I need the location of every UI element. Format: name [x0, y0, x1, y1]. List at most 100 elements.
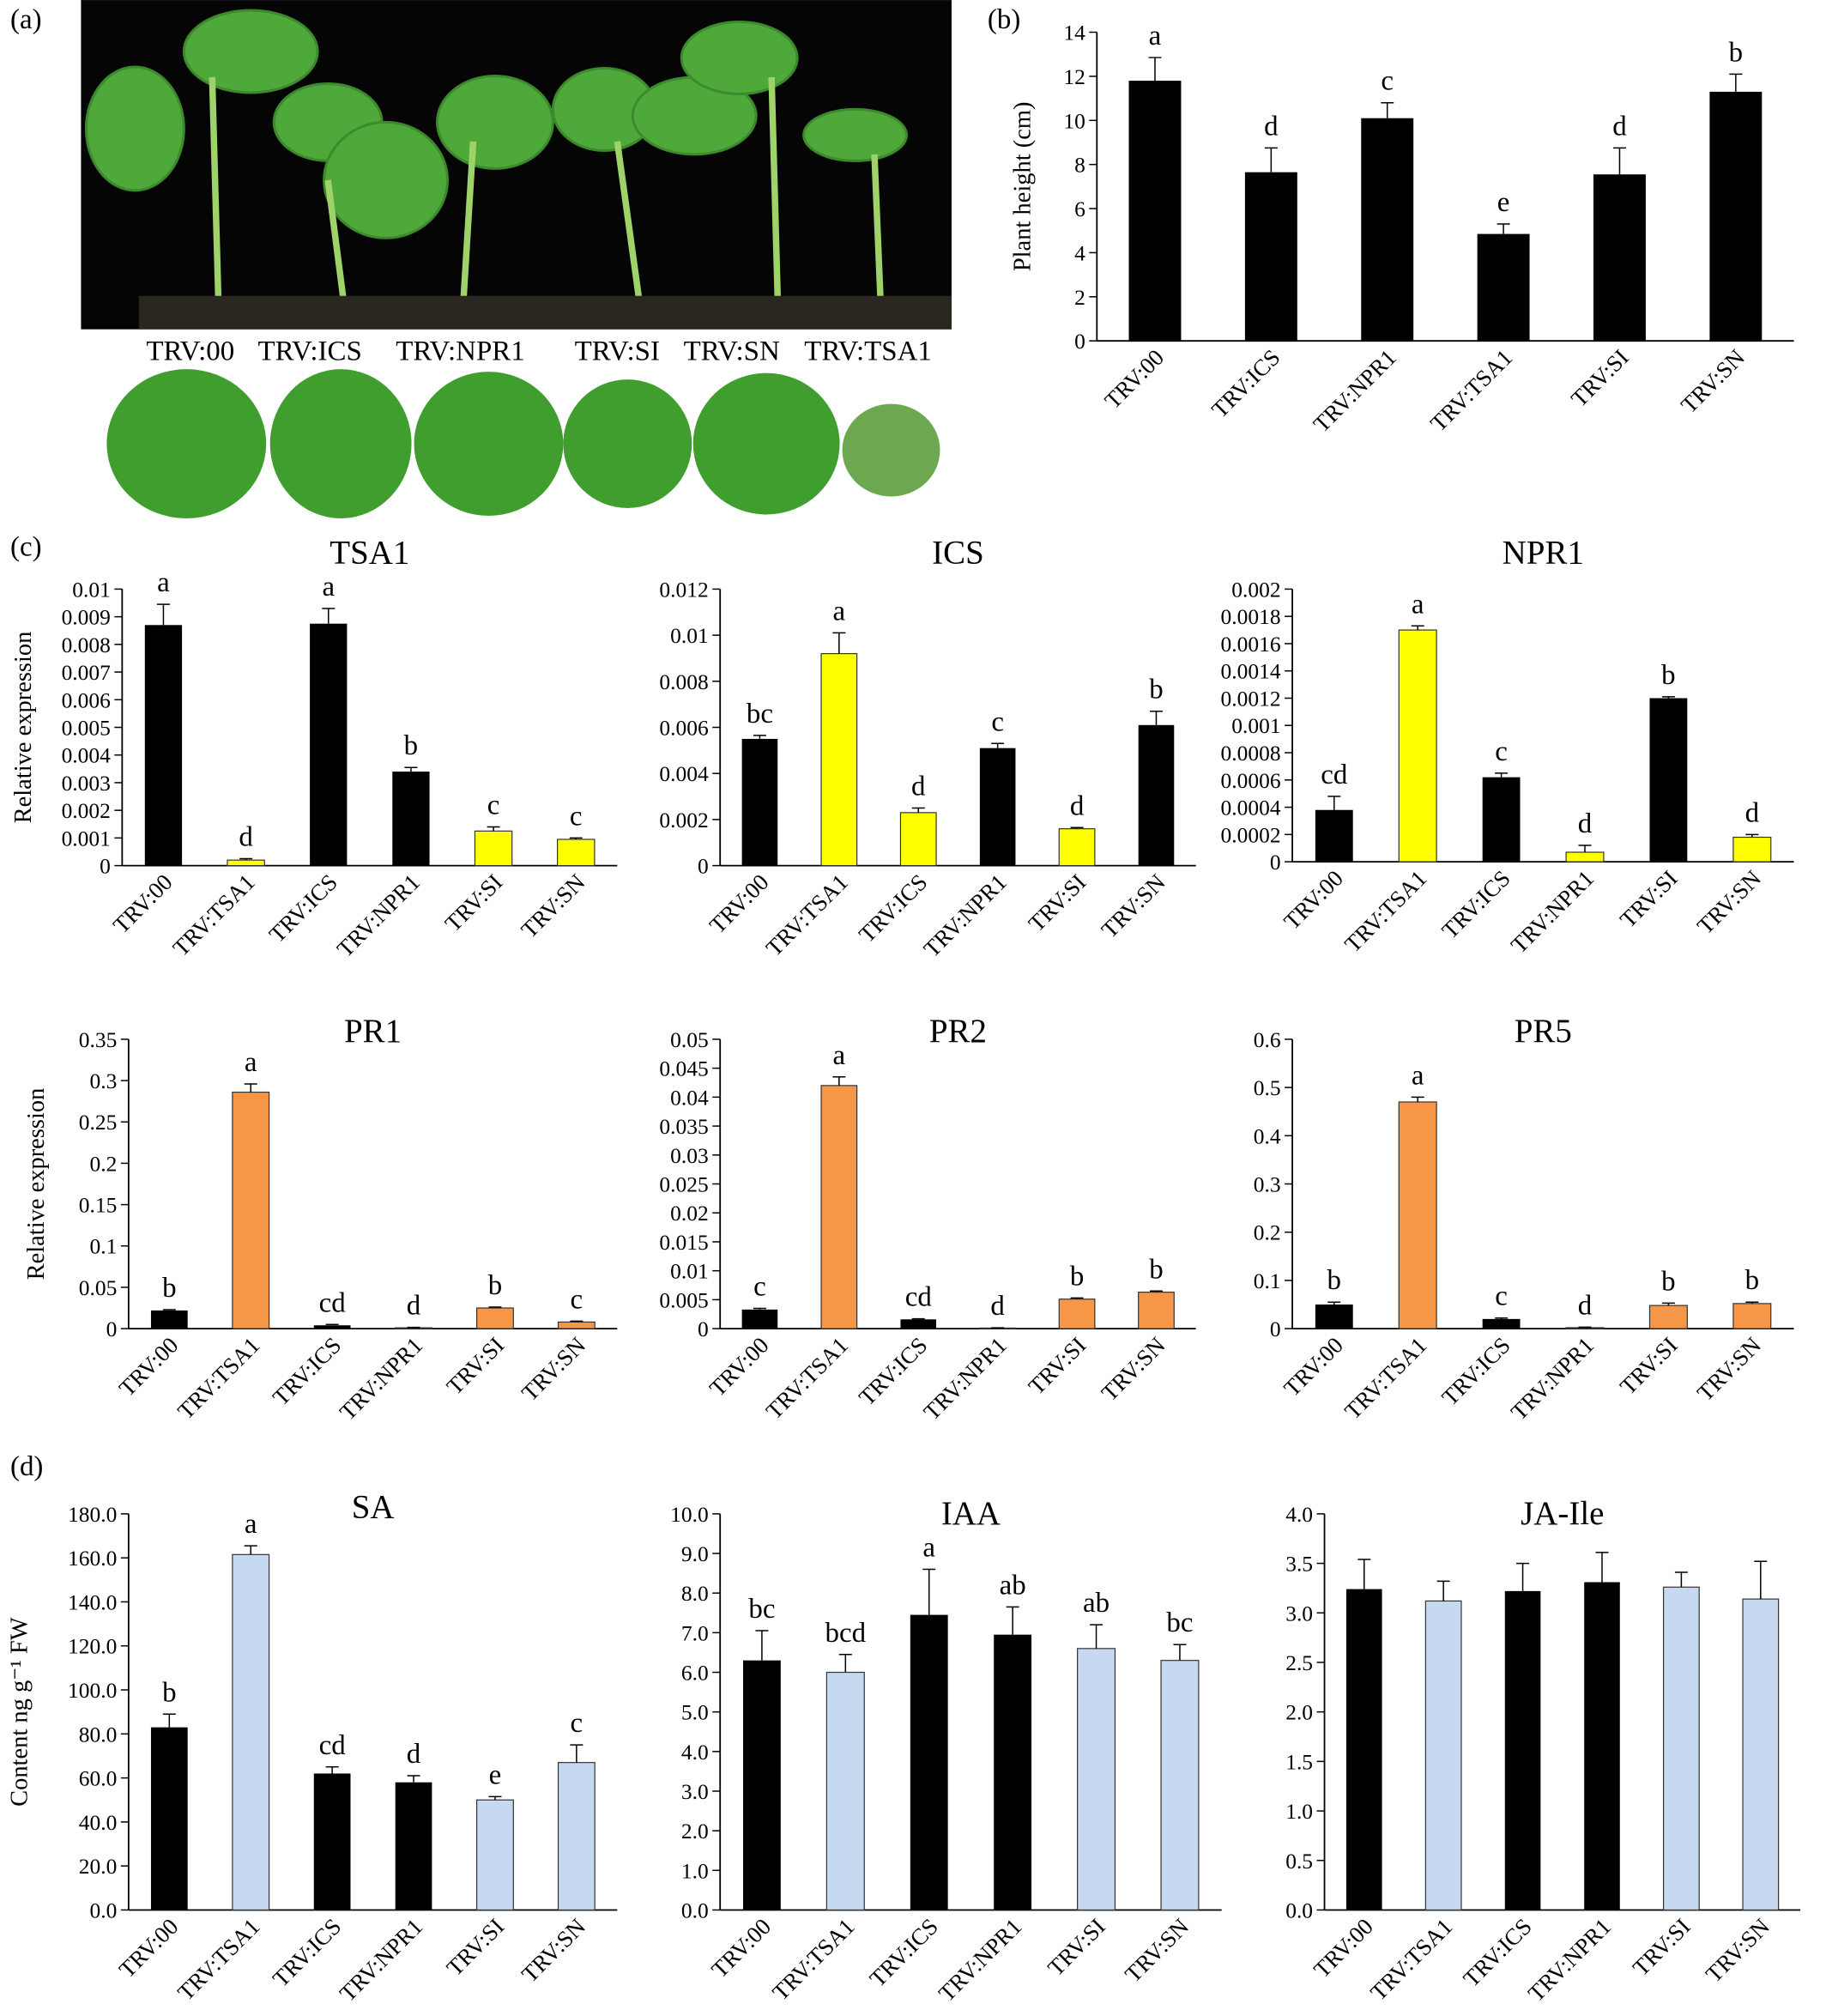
error-bar [162, 1713, 176, 1728]
significance-letter: cd [905, 1282, 933, 1313]
chart-title: NPR1 [1503, 534, 1584, 571]
y-tick-label: 2.5 [1285, 1650, 1313, 1675]
significance-letter: c [991, 706, 1004, 737]
significance-letter: d [990, 1291, 1005, 1322]
y-tick-label: 0 [106, 1317, 118, 1341]
significance-letter: c [571, 1708, 583, 1739]
y-tick-label: 4.0 [681, 1740, 709, 1765]
y-axis-label: Plant height (cm) [1009, 102, 1036, 272]
y-tick-label: 0.002 [659, 808, 708, 832]
bar [1732, 1303, 1772, 1329]
bar [1244, 172, 1297, 342]
significance-letter: d [407, 1739, 421, 1770]
y-tick-label: 0.012 [659, 577, 708, 602]
error-bar [162, 1309, 176, 1311]
bar [1482, 777, 1521, 863]
y-tick-label: 40.0 [79, 1810, 118, 1835]
bar [1732, 836, 1772, 863]
bar [1648, 1305, 1688, 1329]
y-tick-label: 0.005 [62, 715, 111, 740]
x-tick-label: TRV:NPR1 [1309, 344, 1401, 437]
error-bar [1495, 1317, 1509, 1319]
bar [1477, 233, 1530, 342]
y-tick-label: 4 [1074, 240, 1085, 265]
error-bar [753, 735, 766, 739]
y-tick-label: 0.05 [79, 1275, 118, 1300]
bar [1584, 1582, 1620, 1910]
x-tick-label: TRV:TSA1 [761, 869, 853, 961]
significance-letter: b [488, 1270, 502, 1301]
error-bar [1578, 1326, 1592, 1329]
x-tick-label: TRV:SN [1701, 1913, 1775, 1987]
bar [476, 1307, 514, 1329]
x-tick-label: TRV:TSA1 [1339, 865, 1431, 957]
significance-letter: cd [319, 1287, 347, 1318]
bar [1361, 118, 1414, 342]
chart: 0 0.005 0.01 0.015 0.02 0.025 0.03 0.035 0.04 0.0… [659, 1013, 1196, 1425]
bar [1315, 1305, 1353, 1329]
error-bar [1006, 1606, 1019, 1635]
x-tick-label: TRV:SN [1097, 1332, 1170, 1406]
significance-letter: b [1729, 37, 1743, 68]
chart: 00.0020.0040.0060.0080.010.012TRV:00TRV:… [659, 534, 1196, 962]
y-tick-label: 0.35 [79, 1027, 118, 1052]
error-bar [569, 837, 583, 839]
error-bar [1674, 1571, 1688, 1588]
x-tick-label: TRV:TSA1 [172, 1913, 264, 2005]
error-bar [570, 1320, 583, 1323]
photo-label: TRV:TSA1 [804, 336, 932, 367]
y-tick-label: 2 [1074, 285, 1085, 310]
photo-label: TRV:SI [575, 336, 660, 367]
x-tick-label: TRV:SN [1692, 865, 1766, 939]
error-bar [832, 632, 846, 654]
bar [1649, 698, 1688, 863]
bar [1138, 1292, 1175, 1329]
chart: 0.0 0.5 1.0 1.5 2.0 2.5 3.0 3.5 4.0 TRV:00TRV:TSA… [1285, 1495, 1801, 2007]
bar [1398, 629, 1437, 863]
error-bar [570, 1744, 583, 1763]
bar [910, 1614, 948, 1910]
error-bar [1595, 1552, 1609, 1583]
x-tick-label: TRV:TSA1 [168, 869, 260, 961]
y-tick-label: 0 [1270, 1317, 1281, 1341]
error-bar [488, 1795, 502, 1801]
x-tick-label: TRV:NPR1 [332, 869, 425, 962]
x-tick-label: TRV:SN [1120, 1913, 1194, 1987]
x-tick-label: TRV:00 [704, 1332, 774, 1402]
x-tick-label: TRV:SI [1615, 865, 1683, 933]
chart-title: PR2 [929, 1013, 987, 1050]
bar [557, 1321, 596, 1329]
bar [1058, 828, 1096, 867]
significance-letter: c [1381, 66, 1394, 97]
x-tick-label: TRV:ICS [1206, 344, 1285, 422]
significance-letter: c [1495, 1281, 1508, 1312]
x-tick-label: TRV:ICS [1458, 1913, 1536, 1991]
error-bar [1070, 1297, 1084, 1299]
y-tick-label: 0.0 [681, 1898, 709, 1922]
x-tick-label: TRV:TSA1 [1365, 1913, 1457, 2005]
y-tick-label: 0.003 [62, 771, 111, 796]
x-tick-label: TRV:NPR1 [1523, 1913, 1616, 2006]
chart: 00.00020.00040.00060.00080.0010.00120.00… [1221, 534, 1794, 958]
y-tick-label: 1.0 [1285, 1799, 1313, 1824]
y-tick-label: 3.0 [681, 1779, 709, 1804]
y-tick-label: 0.045 [659, 1056, 708, 1081]
y-tick-label: 0.2 [1254, 1220, 1281, 1245]
x-tick-label: TRV:NPR1 [335, 1913, 427, 2006]
significance-letter: bc [1166, 1607, 1193, 1638]
y-tick-label: 60.0 [79, 1766, 118, 1791]
error-bar [244, 1545, 257, 1555]
y-tick-label: 0.01 [670, 623, 709, 648]
significance-letter: d [911, 771, 926, 802]
x-tick-label: TRV:NPR1 [335, 1332, 427, 1425]
y-tick-label: 0.005 [659, 1287, 708, 1312]
y-tick-label: 0.0014 [1221, 659, 1281, 684]
chart-title: JA-Ile [1521, 1495, 1604, 1532]
y-tick-label: 9.0 [681, 1541, 709, 1566]
significance-letter: b [1149, 675, 1163, 705]
chart-title: TSA1 [330, 534, 409, 571]
error-bar [1149, 1290, 1163, 1293]
chart-title: ICS [932, 534, 984, 571]
chart-title: IAA [941, 1495, 1001, 1532]
